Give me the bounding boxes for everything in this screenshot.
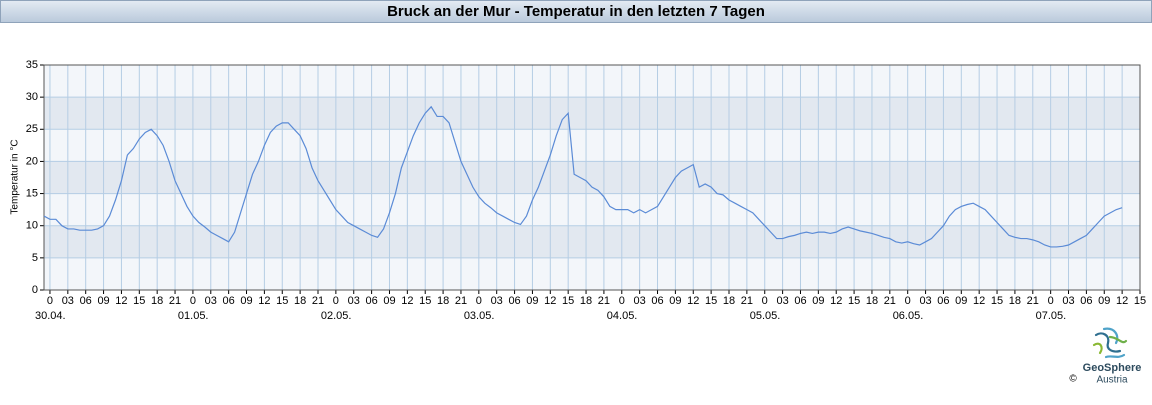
x-tick-label: 12: [401, 295, 413, 307]
date-label: 07.05.: [1036, 310, 1067, 322]
x-tick-label: 0: [619, 295, 625, 307]
x-tick-label: 15: [991, 295, 1003, 307]
y-tick-label: 30: [26, 91, 38, 103]
y-tick-label: 20: [26, 155, 38, 167]
x-tick-label: 09: [240, 295, 252, 307]
x-tick-label: 09: [1098, 295, 1110, 307]
x-tick-label: 21: [455, 295, 467, 307]
y-tick-label: 15: [26, 187, 38, 199]
x-tick-label: 18: [151, 295, 163, 307]
x-tick-label: 18: [294, 295, 306, 307]
x-tick-label: 15: [1134, 295, 1146, 307]
x-tick-label: 12: [687, 295, 699, 307]
date-label: 01.05.: [178, 310, 209, 322]
x-tick-label: 06: [365, 295, 377, 307]
x-tick-label: 15: [419, 295, 431, 307]
date-label: 30.04.: [35, 310, 66, 322]
x-tick-label: 09: [812, 295, 824, 307]
band: [44, 97, 1140, 130]
x-tick-label: 09: [669, 295, 681, 307]
plot-area: 0 5 10 15 20 25 30 35 0 03 06 09 12 15 18 21 0 03 06 09 12 15…: [26, 59, 1146, 322]
x-tick-label: 12: [258, 295, 270, 307]
x-tick-label: 03: [62, 295, 74, 307]
y-tick-label: 35: [26, 59, 38, 71]
x-tick-label: 09: [97, 295, 109, 307]
plot-border: [43, 64, 1141, 291]
y-axis-label: Temperatur in °C: [10, 139, 21, 214]
y-tick-label: 10: [26, 220, 38, 232]
x-tick-label: 06: [651, 295, 663, 307]
x-tick-label: 15: [848, 295, 860, 307]
x-tick-label: 18: [723, 295, 735, 307]
x-tick-label: 03: [919, 295, 931, 307]
x-tick-label: 03: [205, 295, 217, 307]
x-tick-label: 15: [705, 295, 717, 307]
x-tick-label: 06: [794, 295, 806, 307]
x-tick-label: 21: [312, 295, 324, 307]
date-label: 04.05.: [607, 310, 638, 322]
band: [44, 161, 1140, 194]
x-tick-label: 18: [580, 295, 592, 307]
x-tick-label: 18: [866, 295, 878, 307]
x-tick-label: 03: [776, 295, 788, 307]
x-tick-label: 12: [544, 295, 556, 307]
copyright: ©: [1069, 374, 1077, 385]
x-tick-label: 18: [437, 295, 449, 307]
temperature-line: [43, 105, 1123, 248]
x-tick-label: 0: [476, 295, 482, 307]
x-tick-label: 21: [598, 295, 610, 307]
x-tick-label: 0: [47, 295, 53, 307]
x-tick-label: 18: [1009, 295, 1021, 307]
date-label: 05.05.: [750, 310, 781, 322]
x-tick-label: 12: [115, 295, 127, 307]
x-tick-label: 15: [562, 295, 574, 307]
date-label: 06.05.: [893, 310, 924, 322]
logo-name: GeoSphere: [1083, 362, 1142, 374]
logo-sub: Austria: [1096, 375, 1128, 386]
date-label: 03.05.: [464, 310, 495, 322]
x-tick-label: 09: [383, 295, 395, 307]
band: [44, 225, 1140, 258]
x-tick-label: 06: [508, 295, 520, 307]
x-tick-label: 03: [1062, 295, 1074, 307]
x-tick-label: 0: [762, 295, 768, 307]
date-label: 02.05.: [321, 310, 352, 322]
logo-icon: [1092, 327, 1128, 359]
x-tick-label: 03: [491, 295, 503, 307]
x-tick-label: 21: [741, 295, 753, 307]
x-tick-label: 0: [190, 295, 196, 307]
x-tick-label: 12: [830, 295, 842, 307]
x-tick-label: 06: [223, 295, 235, 307]
y-tick-label: 0: [32, 284, 38, 296]
x-tick-label: 12: [973, 295, 985, 307]
x-tick-label: 0: [333, 295, 339, 307]
x-tick-label: 09: [526, 295, 538, 307]
x-tick-label: 06: [80, 295, 92, 307]
x-tick-label: 09: [955, 295, 967, 307]
x-tick-label: 06: [937, 295, 949, 307]
x-tick-label: 21: [1027, 295, 1039, 307]
x-tick-label: 03: [634, 295, 646, 307]
y-tick-label: 5: [32, 252, 38, 264]
x-tick-label: 06: [1080, 295, 1092, 307]
x-tick-label: 12: [1116, 295, 1128, 307]
x-tick-label: 03: [348, 295, 360, 307]
x-tick-label: 15: [133, 295, 145, 307]
y-tick-label: 25: [26, 123, 38, 135]
x-tick-label: 0: [905, 295, 911, 307]
x-tick-label: 0: [1048, 295, 1054, 307]
x-tick-label: 15: [276, 295, 288, 307]
chart-title: Bruck an der Mur - Temperatur in den let…: [387, 3, 765, 20]
x-tick-label: 21: [884, 295, 896, 307]
x-tick-label: 21: [169, 295, 181, 307]
